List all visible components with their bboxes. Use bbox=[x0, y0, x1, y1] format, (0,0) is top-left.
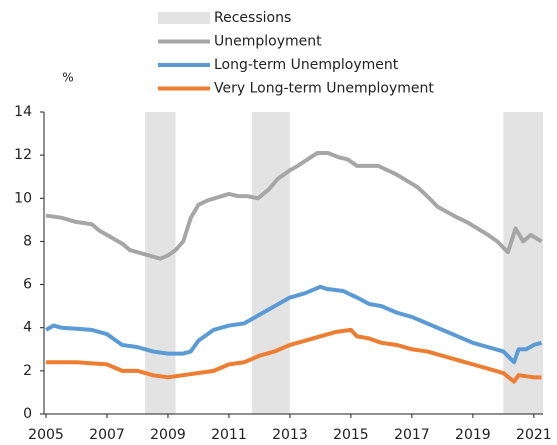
legend-label: Unemployment bbox=[214, 34, 322, 50]
x-tick-label: 2021 bbox=[516, 427, 552, 443]
y-tick-label: 0 bbox=[23, 406, 32, 422]
recession-band bbox=[503, 112, 543, 414]
line-series bbox=[45, 150, 543, 261]
y-tick-label: 14 bbox=[14, 104, 32, 120]
y-tick-label: 2 bbox=[23, 363, 32, 379]
y-tick-label: 8 bbox=[23, 233, 32, 249]
line-series bbox=[45, 284, 543, 365]
x-tick-label: 2009 bbox=[150, 427, 186, 443]
legend-label: Very Long-term Unemployment bbox=[214, 81, 434, 97]
line-series bbox=[46, 327, 542, 384]
y-axis-label: % bbox=[62, 71, 73, 85]
y-tick-label: 12 bbox=[14, 147, 32, 163]
x-tick-label: 2017 bbox=[394, 427, 430, 443]
x-tick-label: 2015 bbox=[333, 427, 369, 443]
y-tick-label: 10 bbox=[14, 190, 32, 206]
legend-label: Long-term Unemployment bbox=[214, 57, 399, 73]
x-tick-label: 2005 bbox=[28, 427, 64, 443]
x-tick-label: 2011 bbox=[211, 427, 247, 443]
x-tick-label: 2013 bbox=[272, 427, 308, 443]
x-tick-label: 2019 bbox=[455, 427, 491, 443]
x-tick-label: 2007 bbox=[89, 427, 125, 443]
legend-label: Recessions bbox=[214, 10, 291, 26]
legend-swatch bbox=[158, 12, 210, 24]
recession-band bbox=[145, 112, 176, 414]
y-tick-label: 4 bbox=[23, 320, 32, 336]
y-tick-label: 6 bbox=[23, 277, 32, 293]
recession-band bbox=[251, 112, 290, 414]
